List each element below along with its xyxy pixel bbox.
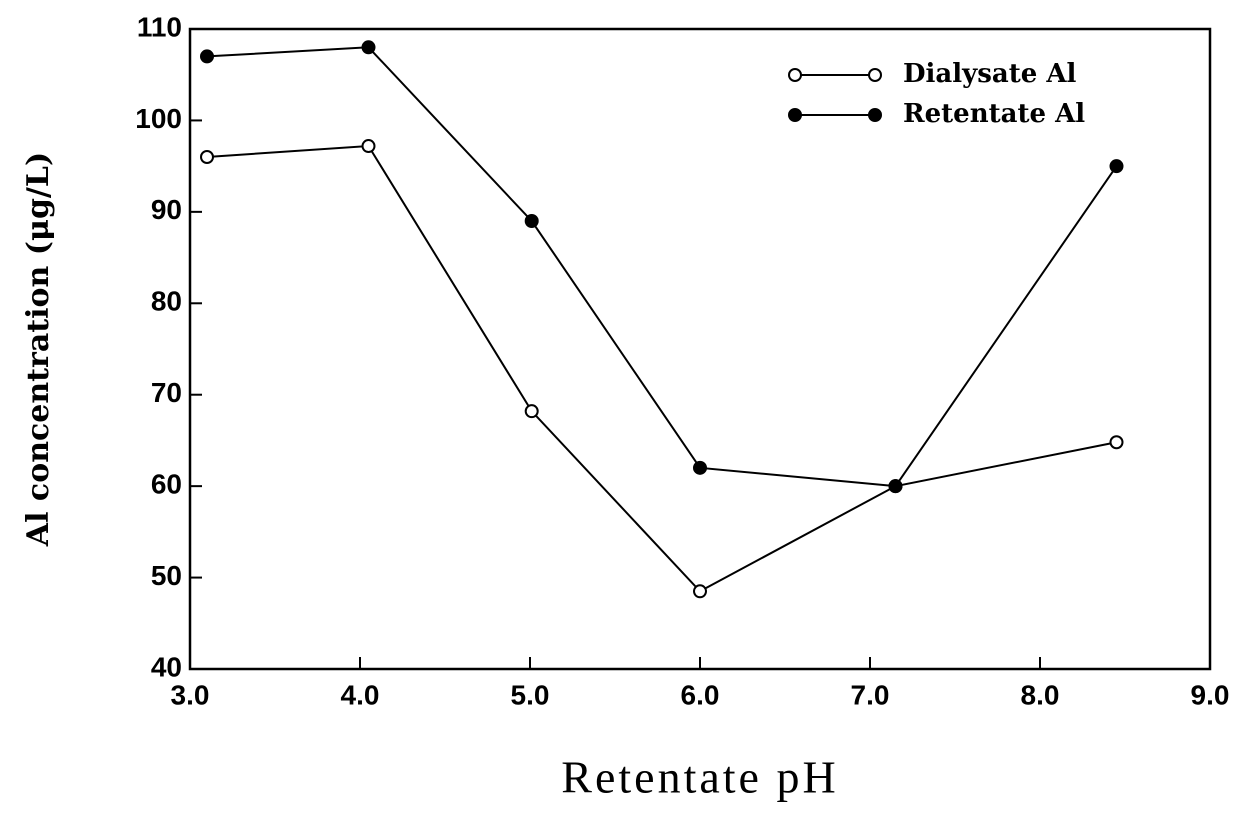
y-tick-label: 60 bbox=[151, 469, 182, 500]
point bbox=[524, 214, 539, 228]
legend-marker bbox=[788, 68, 802, 82]
legend-marker bbox=[788, 108, 802, 122]
point bbox=[200, 49, 214, 64]
y-tick-label: 90 bbox=[151, 194, 182, 225]
point bbox=[1109, 435, 1124, 450]
y-tick-label: 40 bbox=[151, 651, 182, 682]
x-tick-label: 3.0 bbox=[171, 679, 210, 710]
series-line bbox=[206, 46, 1118, 488]
legend-marker bbox=[868, 68, 882, 82]
x-tick-label: 5.0 bbox=[511, 679, 550, 710]
x-axis-label: Retentate pH bbox=[561, 752, 838, 803]
point bbox=[693, 584, 707, 599]
point bbox=[1109, 159, 1124, 174]
y-tick-label: 80 bbox=[151, 286, 182, 317]
point bbox=[200, 150, 214, 164]
x-tick-label: 8.0 bbox=[1021, 679, 1060, 710]
series-line bbox=[206, 144, 1117, 593]
point bbox=[361, 40, 376, 55]
point bbox=[524, 404, 539, 419]
legend-label: Dialysate Al bbox=[903, 59, 1077, 89]
x-tick-label: 7.0 bbox=[851, 679, 890, 710]
y-tick-label: 70 bbox=[151, 377, 182, 408]
legend-marker bbox=[868, 108, 882, 122]
point bbox=[888, 479, 903, 494]
x-tick-label: 6.0 bbox=[681, 679, 720, 710]
y-tick-label: 100 bbox=[135, 103, 182, 134]
y-axis-label: Al concentration (μg/L) bbox=[21, 152, 56, 547]
y-tick-label: 50 bbox=[151, 560, 182, 591]
point bbox=[693, 460, 707, 475]
x-tick-label: 4.0 bbox=[341, 679, 380, 710]
x-tick-label: 9.0 bbox=[1191, 679, 1230, 710]
legend-label: Retentate Al bbox=[903, 99, 1085, 129]
y-tick-label: 110 bbox=[137, 11, 182, 42]
point bbox=[361, 139, 376, 154]
